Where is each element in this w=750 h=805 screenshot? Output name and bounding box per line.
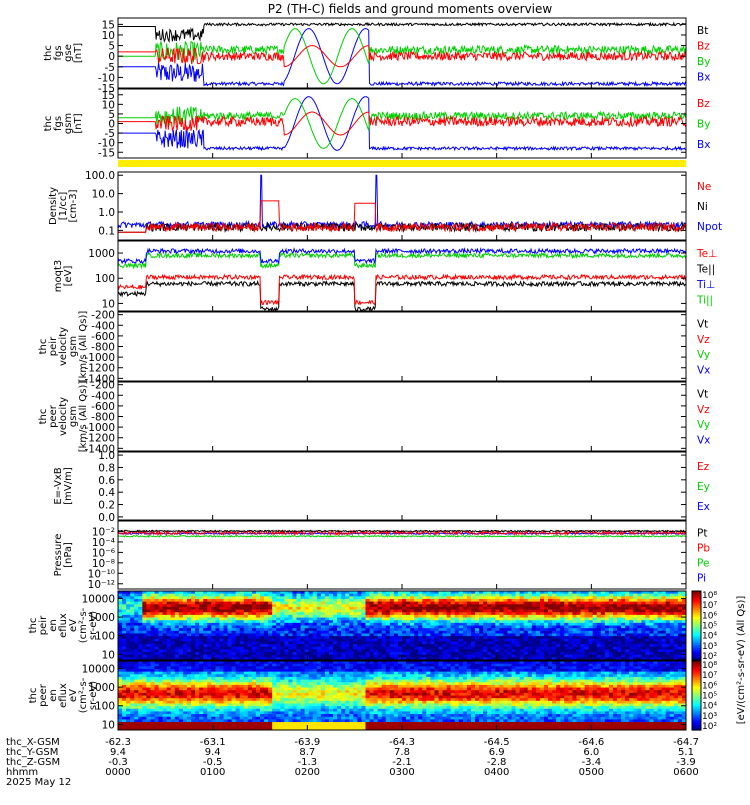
legend-Bz: Bz: [697, 40, 710, 52]
y-tick-label: 0.8: [98, 462, 115, 474]
legend-Vx: Vx: [697, 364, 710, 376]
legend-Pb: Pb: [697, 543, 710, 555]
legend-Vt: Vt: [697, 319, 708, 331]
y-tick-label: 0.1: [98, 225, 115, 237]
panel-3: 1000 100 10 moqt3[eV] Te⊥ Te|| Ti⊥ Ti||: [53, 241, 717, 311]
legend-Ne: Ne: [697, 181, 711, 193]
series-Bt: [118, 23, 686, 41]
y-tick-label: 100.0: [85, 170, 115, 182]
y-tick-label: 10: [102, 298, 115, 310]
series-Npot: [118, 175, 686, 228]
y-tick-label: 0.2: [98, 500, 115, 512]
panel-7: 10⁻²10⁻⁴10⁻⁶10⁻⁸10⁻¹⁰10⁻¹²Pressure[nPa]P…: [53, 521, 710, 591]
legend-By: By: [697, 56, 710, 68]
legend-Bz: Bz: [697, 98, 710, 110]
legend-Te⊥: Te⊥: [696, 248, 717, 260]
panel-frame: [118, 382, 686, 451]
y-axis-label-line: [km/s (All Qs)]: [78, 381, 89, 453]
panel-6: 1.00.80.60.40.20.0 E=-VxB[mV/m] Ez Ey Ex: [53, 450, 710, 524]
legend-Ti||: Ti||: [696, 294, 713, 306]
chart-title: P2 (TH-C) fields and ground moments over…: [268, 2, 553, 16]
legend-Vz: Vz: [697, 404, 710, 416]
y-tick-label: 10⁻¹²: [88, 579, 115, 591]
legend-Ti⊥: Ti⊥: [696, 279, 715, 291]
y-axis-label-line: sr-eV): [88, 611, 99, 640]
y-tick-label: 10.0: [92, 189, 115, 201]
y-axis-label-line: [eV]: [63, 266, 74, 287]
legend-Bx: Bx: [697, 139, 710, 151]
y-axis-label-line: [km/s (All Qs)]: [78, 311, 89, 383]
y-tick-label: 10: [102, 649, 115, 661]
y-axis-label-line: [mV/m]: [63, 467, 74, 505]
y-tick-label: 100: [95, 273, 115, 285]
y-tick-label: 10000: [82, 593, 115, 605]
y-axis-label: moqt3[eV]: [53, 260, 74, 293]
legend-Pi: Pi: [697, 573, 706, 585]
legend-Pe: Pe: [697, 558, 709, 570]
panel-frame: [118, 452, 686, 520]
heatmap-cells: [118, 591, 687, 661]
y-tick-label: 0.6: [98, 475, 115, 487]
y-axis-label-line: [nPa]: [63, 542, 74, 568]
heatmap-cells: [118, 661, 687, 731]
series-Ti||: [118, 253, 686, 267]
y-axis-label-line: [cm-3]: [68, 189, 79, 222]
y-axis-label-line: [nT]: [73, 113, 84, 133]
y-tick-label: 1000: [88, 248, 115, 260]
y-tick-label: 0.0: [98, 512, 115, 524]
legend-Ni: Ni: [697, 201, 708, 213]
legend-Ex: Ex: [697, 501, 710, 513]
legend-Pt: Pt: [697, 528, 707, 540]
legend-Ez: Ez: [697, 461, 710, 473]
legend-Vy: Vy: [697, 349, 710, 361]
y-axis-label: Density[1/cc][cm-3]: [48, 187, 79, 225]
y-axis-label: E=-VxB[mV/m]: [53, 467, 74, 505]
series-Te⊥: [118, 275, 686, 305]
y-tick-label: 0.4: [98, 487, 115, 499]
series-Pt: [118, 530, 686, 531]
legend-Bt: Bt: [697, 25, 708, 37]
y-tick-label: -15: [98, 147, 115, 159]
legend-Vt: Vt: [697, 389, 708, 401]
y-axis-label-line: [nT]: [73, 43, 84, 63]
panel-2: 100.0 10.0 1.0 0.1 Density[1/cc][cm-3] Ne Ni Np…: [48, 170, 722, 240]
panel-frame: [118, 312, 686, 381]
legend-By: By: [697, 119, 710, 131]
legend-Ey: Ey: [697, 481, 710, 493]
series-Pe: [118, 536, 686, 537]
legend-Vx: Vx: [697, 434, 710, 446]
legend-Vy: Vy: [697, 419, 710, 431]
y-tick-label: 1.0: [98, 450, 115, 462]
y-tick-label: 1.0: [98, 207, 115, 219]
legend-Vz: Vz: [697, 334, 710, 346]
legend-Bx: Bx: [697, 71, 710, 83]
y-axis-label: Pressure[nPa]: [53, 534, 74, 577]
legend-Npot: Npot: [697, 221, 722, 233]
legend-Te||: Te||: [696, 263, 715, 275]
